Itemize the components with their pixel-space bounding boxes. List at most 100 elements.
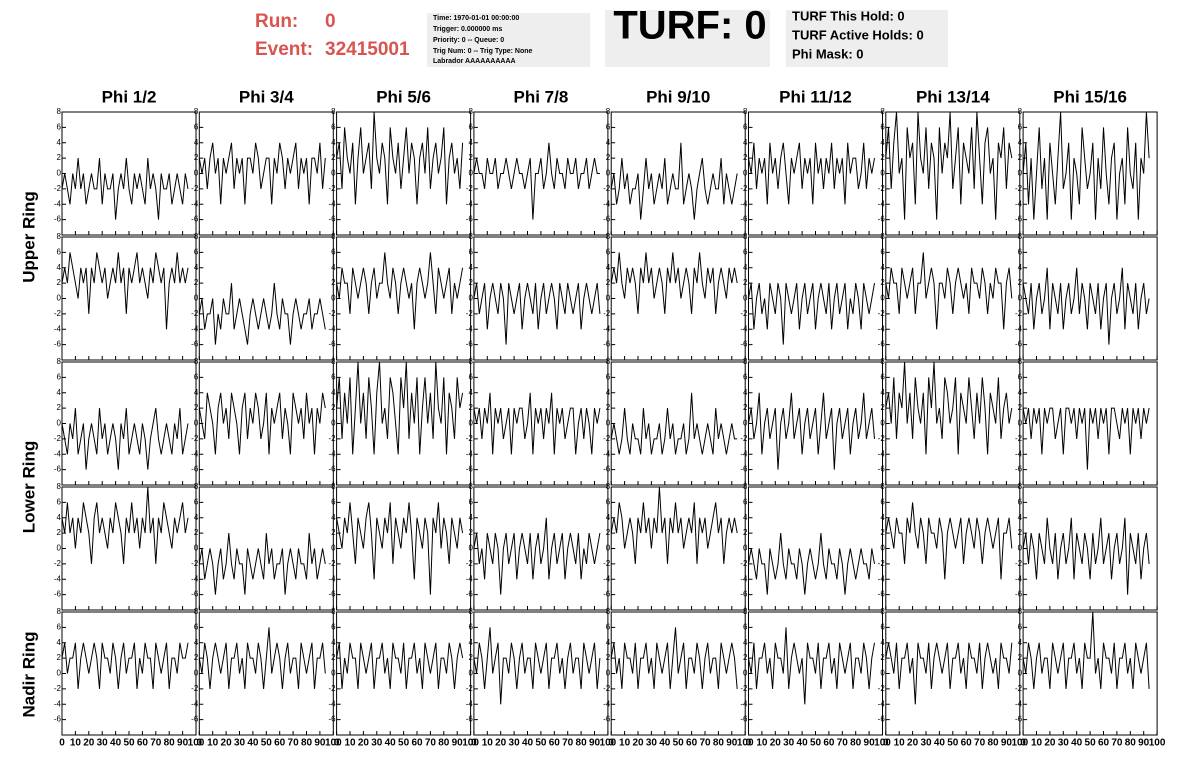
y-tick-label: -2 <box>878 309 886 318</box>
y-tick-label: 8 <box>194 232 199 241</box>
y-tick-label: 8 <box>57 357 62 366</box>
y-tick-label: -6 <box>54 465 62 474</box>
y-tick-label: 6 <box>743 372 748 381</box>
waveform <box>198 283 326 345</box>
x-tick-label: 90 <box>864 738 876 749</box>
y-tick-label: 2 <box>606 653 611 662</box>
y-tick-label: 6 <box>468 122 473 131</box>
y-tick-label: 8 <box>468 482 473 491</box>
y-tick-label: -4 <box>1015 699 1023 708</box>
y-tick-label: -4 <box>878 449 886 458</box>
y-tick-label: 4 <box>331 138 336 147</box>
plot-grid: Phi 1/2 Phi 3/4 Phi 5/6 Phi 7/8 Phi 9/10 Phi … <box>19 87 1165 748</box>
turf-info: TURF This Hold: 0 <box>792 8 905 23</box>
y-tick-label: -2 <box>54 309 62 318</box>
y-tick-label: -6 <box>466 215 474 224</box>
waveform <box>748 627 875 705</box>
info-line: Time: 1970-01-01 00:00:00 <box>433 15 519 22</box>
y-tick-label: -6 <box>740 340 748 349</box>
waveform <box>61 408 189 470</box>
y-tick-label: 0 <box>1018 544 1023 553</box>
column-header: Phi 15/16 <box>1053 87 1127 106</box>
column-header: Phi 7/8 <box>513 87 568 106</box>
x-tick-label: 90 <box>452 738 464 749</box>
x-tick-label: 80 <box>987 738 999 749</box>
x-tick-label: 70 <box>837 738 849 749</box>
y-tick-label: -4 <box>191 199 199 208</box>
y-tick-label: -6 <box>54 340 62 349</box>
y-tick-label: -6 <box>191 465 199 474</box>
x-tick-label: 70 <box>974 738 986 749</box>
y-tick-label: 2 <box>1018 653 1023 662</box>
y-tick-label: -4 <box>328 574 336 583</box>
y-tick-label: -2 <box>54 559 62 568</box>
y-tick-label: 8 <box>743 482 748 491</box>
y-tick-label: 0 <box>194 294 199 303</box>
waveform <box>198 392 326 455</box>
y-tick-label: 4 <box>743 638 748 647</box>
waveform <box>748 142 875 205</box>
y-tick-label: -2 <box>603 559 611 568</box>
y-tick-label: -6 <box>740 215 748 224</box>
y-tick-label: 0 <box>468 169 473 178</box>
y-tick-label: -2 <box>54 684 62 693</box>
waveform <box>473 627 601 705</box>
y-tick-label: -4 <box>328 699 336 708</box>
x-tick-label: 70 <box>1111 738 1123 749</box>
x-tick-label: 0 <box>197 738 203 749</box>
y-tick-label: 2 <box>743 403 748 412</box>
y-tick-label: 0 <box>194 169 199 178</box>
turf-info: Phi Mask: 0 <box>792 46 864 61</box>
y-tick-label: 0 <box>743 669 748 678</box>
x-tick-label: 90 <box>314 738 326 749</box>
x-tick-label: 0 <box>471 738 477 749</box>
y-tick-label: 8 <box>468 232 473 241</box>
y-tick-label: 0 <box>743 294 748 303</box>
y-tick-label: 6 <box>1018 247 1023 256</box>
x-tick-label: 20 <box>1044 738 1056 749</box>
run-label: Run: <box>255 11 298 32</box>
y-tick-label: 0 <box>606 169 611 178</box>
waveform <box>61 252 189 330</box>
y-tick-label: 8 <box>468 107 473 116</box>
y-tick-label: -4 <box>878 199 886 208</box>
y-tick-label: -4 <box>191 449 199 458</box>
y-tick-label: -2 <box>740 434 748 443</box>
x-tick-label: 20 <box>770 738 782 749</box>
y-tick-label: 6 <box>468 247 473 256</box>
x-tick-label: 30 <box>97 738 109 749</box>
y-tick-label: 6 <box>606 247 611 256</box>
y-tick-label: 6 <box>743 122 748 131</box>
y-tick-label: 4 <box>743 513 748 522</box>
y-tick-label: 8 <box>880 232 885 241</box>
y-tick-label: -4 <box>740 449 748 458</box>
y-tick-label: -6 <box>1015 590 1023 599</box>
y-tick-label: 2 <box>1018 403 1023 412</box>
y-tick-label: 6 <box>1018 622 1023 631</box>
y-tick-label: 0 <box>880 294 885 303</box>
y-tick-label: 8 <box>57 607 62 616</box>
y-tick-label: 2 <box>606 403 611 412</box>
y-tick-label: 6 <box>468 372 473 381</box>
y-tick-label: -2 <box>1015 184 1023 193</box>
waveform <box>473 142 600 220</box>
column-header: Phi 1/2 <box>102 87 157 106</box>
y-tick-label: 0 <box>331 169 336 178</box>
y-tick-label: 2 <box>743 278 748 287</box>
x-tick-label: 100 <box>1149 738 1166 749</box>
y-tick-label: 6 <box>57 247 62 256</box>
waveform <box>610 252 738 314</box>
waveform <box>336 252 464 330</box>
y-tick-label: 4 <box>57 638 62 647</box>
y-tick-label: 0 <box>194 419 199 428</box>
y-tick-label: -2 <box>740 184 748 193</box>
waveform <box>885 642 1013 705</box>
y-tick-label: -2 <box>191 559 199 568</box>
x-tick-label: 90 <box>177 738 189 749</box>
x-tick-label: 40 <box>247 738 259 749</box>
y-tick-label: 8 <box>1018 482 1023 491</box>
x-tick-label: 50 <box>123 738 135 749</box>
x-tick-label: 30 <box>371 738 383 749</box>
y-tick-label: 0 <box>468 544 473 553</box>
x-tick-label: 80 <box>164 738 176 749</box>
